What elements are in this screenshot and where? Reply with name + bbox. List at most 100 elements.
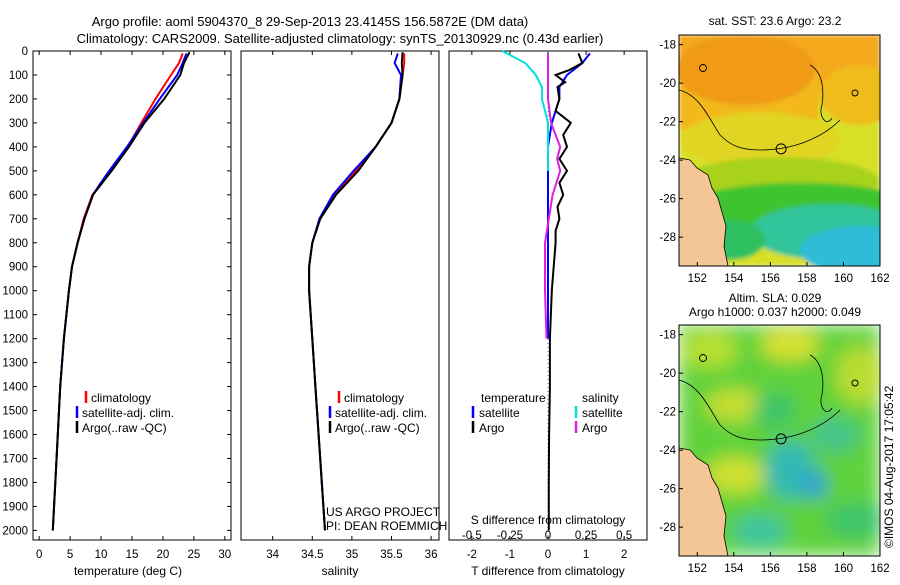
- x-tick-label: 0: [36, 549, 42, 561]
- legend-s-satellite: satellite: [582, 406, 623, 420]
- temperature-series: [51, 51, 191, 531]
- t-difference-label: T difference from climatology: [471, 564, 625, 578]
- x2-tick-label: 0.5: [616, 530, 632, 542]
- sst-land-australia: [679, 157, 729, 266]
- depth-tick-label: 0: [22, 46, 28, 58]
- difference-legend: temperature satellite Argo salinity sate…: [471, 391, 623, 435]
- sst-field: [679, 35, 880, 266]
- map-y-tick-label: -18: [659, 330, 676, 342]
- sst-map-frame: [678, 34, 881, 267]
- sla-reef-marker: [699, 354, 707, 362]
- temperature-legend: climatology satellite-adj. clim. Argo(..…: [75, 391, 174, 435]
- imos-timestamp: ©IMOS 04-Aug-2017 17:05:42: [882, 385, 896, 548]
- depth-tick-label: 200: [9, 94, 28, 106]
- x-tick-label: 34: [266, 549, 279, 561]
- map-x-tick-label: 158: [797, 273, 816, 285]
- sst-island-marker: [851, 89, 859, 97]
- map-x-tick-label: 160: [834, 563, 853, 575]
- x2-tick-label: 0.25: [575, 530, 597, 542]
- sst-bathymetry-contour: [679, 64, 841, 151]
- sla-float-marker: [775, 433, 787, 445]
- salinity-axes-frame: [240, 50, 440, 541]
- x2-tick-label: -0.25: [497, 530, 523, 542]
- depth-tick-label: 600: [9, 190, 28, 202]
- map-x-tick-label: 154: [724, 563, 744, 575]
- map-y-tick-label: -20: [659, 368, 676, 380]
- map-y-tick-label: -26: [659, 194, 676, 206]
- sst-map-axes: 152 154 156 158 160 162 -18 -20 -22 -24 -26 -28: [659, 40, 889, 285]
- depth-tick-label: 2000: [2, 525, 28, 537]
- depth-tick-label: 1000: [2, 286, 28, 298]
- depth-tick-label: 900: [9, 262, 28, 274]
- map-x-tick-label: 162: [870, 563, 889, 575]
- depth-tick-label: 1300: [2, 358, 28, 370]
- legend-temperature-title: temperature: [481, 391, 546, 405]
- map-y-tick-label: -22: [659, 407, 676, 419]
- depth-tick-label: 100: [9, 70, 28, 82]
- depth-tick-label: 1200: [2, 334, 28, 346]
- x-tick-label: 10: [95, 549, 108, 561]
- temperature-x-axis: 0 5 10 15 20 25 30: [36, 51, 231, 561]
- x-tick-label: 30: [218, 549, 231, 561]
- map-x-tick-label: 162: [870, 273, 889, 285]
- sla-map-frame: [678, 324, 881, 557]
- s-difference-label: S difference from climatology: [471, 513, 626, 527]
- legend-t-satellite: satellite: [479, 406, 520, 420]
- x-tick-label: 25: [187, 549, 200, 561]
- x-tick-label: 35: [345, 549, 358, 561]
- map-y-tick-label: -22: [659, 117, 676, 129]
- depth-tick-label: 500: [9, 166, 28, 178]
- map-y-tick-label: -24: [659, 155, 676, 167]
- x2-tick-label: -0.5: [462, 530, 482, 542]
- temperature-axes-frame: [32, 50, 232, 541]
- salinity-x-label: salinity: [322, 564, 359, 578]
- depth-tick-label: 1500: [2, 406, 28, 418]
- sst-reef-marker: [699, 64, 707, 72]
- map-x-tick-label: 152: [688, 563, 707, 575]
- legend-s-argo: Argo: [582, 421, 608, 435]
- map-y-tick-label: -20: [659, 78, 676, 90]
- salinity-legend: climatology satellite-adj. clim. Argo(..…: [328, 391, 427, 435]
- sla-map-axes: 152 154 156 158 160 162 -18 -20 -22 -24 -26 -28: [659, 330, 889, 575]
- series-line-temperature-argo: [547, 53, 584, 531]
- sla-field: [679, 325, 880, 556]
- legend-t-argo: Argo: [479, 421, 505, 435]
- x-tick-label: 15: [126, 549, 139, 561]
- x-tick-label: 20: [157, 549, 170, 561]
- pi-annotation: PI: DEAN ROEMMICH: [326, 519, 447, 533]
- difference-series: [501, 50, 591, 540]
- series-line-temperature-satellite: [547, 52, 591, 339]
- depth-tick-label: 800: [9, 238, 28, 250]
- temperature-panel: 0100200300400500600700800900100011001200…: [2, 46, 647, 578]
- x-tick-label: -2: [467, 549, 477, 561]
- depth-tick-label: 1800: [2, 477, 28, 489]
- map-y-tick-label: -18: [659, 40, 676, 52]
- map-x-tick-label: 156: [761, 273, 780, 285]
- sla-map-subtitle: Argo h1000: 0.037 h2000: 0.049: [689, 305, 861, 319]
- map-y-tick-label: -24: [659, 445, 676, 457]
- salinity-x-axis: 34 34.5 35 35.5 36: [266, 51, 437, 561]
- sla-bathymetry-contour: [679, 354, 841, 441]
- sst-map-title: sat. SST: 23.6 Argo: 23.2: [709, 14, 842, 28]
- legend-climatology: climatology: [344, 391, 404, 405]
- map-x-tick-label: 154: [724, 273, 744, 285]
- series-line-salinity-satellite: [501, 50, 549, 171]
- map-x-tick-label: 160: [834, 273, 853, 285]
- sla-land-australia: [679, 447, 729, 556]
- figure-title-line2: Climatology: CARS2009. Satellite-adjuste…: [77, 31, 604, 46]
- map-x-tick-label: 156: [761, 563, 780, 575]
- x-tick-label: 34.5: [301, 549, 323, 561]
- x-tick-label: 35.5: [380, 549, 402, 561]
- sst-float-marker: [775, 143, 787, 155]
- temperature-x-label: temperature (deg C): [74, 564, 182, 578]
- legend-satellite: satellite-adj. clim.: [82, 406, 174, 420]
- salinity-series: [308, 52, 406, 531]
- depth-tick-label: 1600: [2, 430, 28, 442]
- depth-tick-label: 300: [9, 118, 28, 130]
- x-tick-label: 1: [583, 549, 589, 561]
- x-tick-label: 0: [545, 549, 551, 561]
- sla-map-title: Altim. SLA: 0.029: [729, 291, 822, 305]
